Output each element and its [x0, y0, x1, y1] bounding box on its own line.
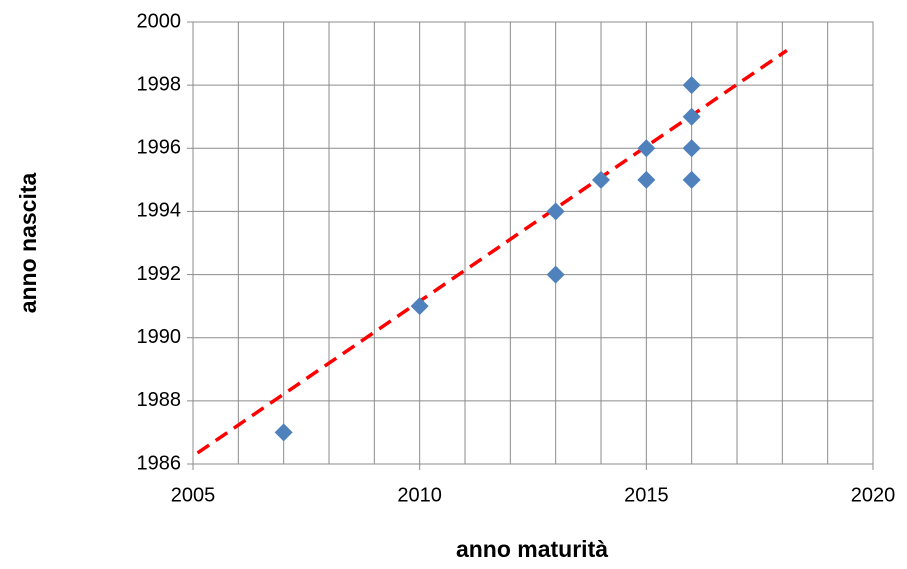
point — [682, 76, 701, 95]
point — [682, 107, 701, 126]
y-axis-label: anno nascita — [15, 173, 41, 314]
point — [592, 170, 610, 189]
y-tick-label: 1990 — [137, 326, 182, 348]
x-tick-label: 2005 — [171, 484, 216, 506]
point — [637, 170, 656, 189]
y-tick-label: 1986 — [137, 452, 182, 474]
x-tick-label: 2020 — [851, 484, 896, 506]
point — [682, 139, 701, 158]
y-tick-label: 1998 — [137, 73, 182, 95]
y-tick-label: 1988 — [137, 389, 182, 411]
y-tick-label: 1996 — [137, 137, 182, 159]
x-tick-label: 2010 — [397, 484, 442, 506]
y-tick-label: 2000 — [137, 10, 182, 32]
point — [546, 202, 565, 221]
trendline — [196, 48, 788, 455]
point — [682, 170, 701, 189]
x-axis-label: anno maturità — [456, 536, 608, 562]
plot-border — [192, 21, 874, 465]
x-tick-label: 2015 — [624, 484, 669, 506]
point — [637, 139, 656, 158]
point — [410, 297, 429, 316]
point — [274, 423, 293, 442]
y-tick-label: 1994 — [137, 200, 182, 222]
y-tick-label: 1992 — [137, 263, 182, 285]
point — [546, 265, 565, 284]
